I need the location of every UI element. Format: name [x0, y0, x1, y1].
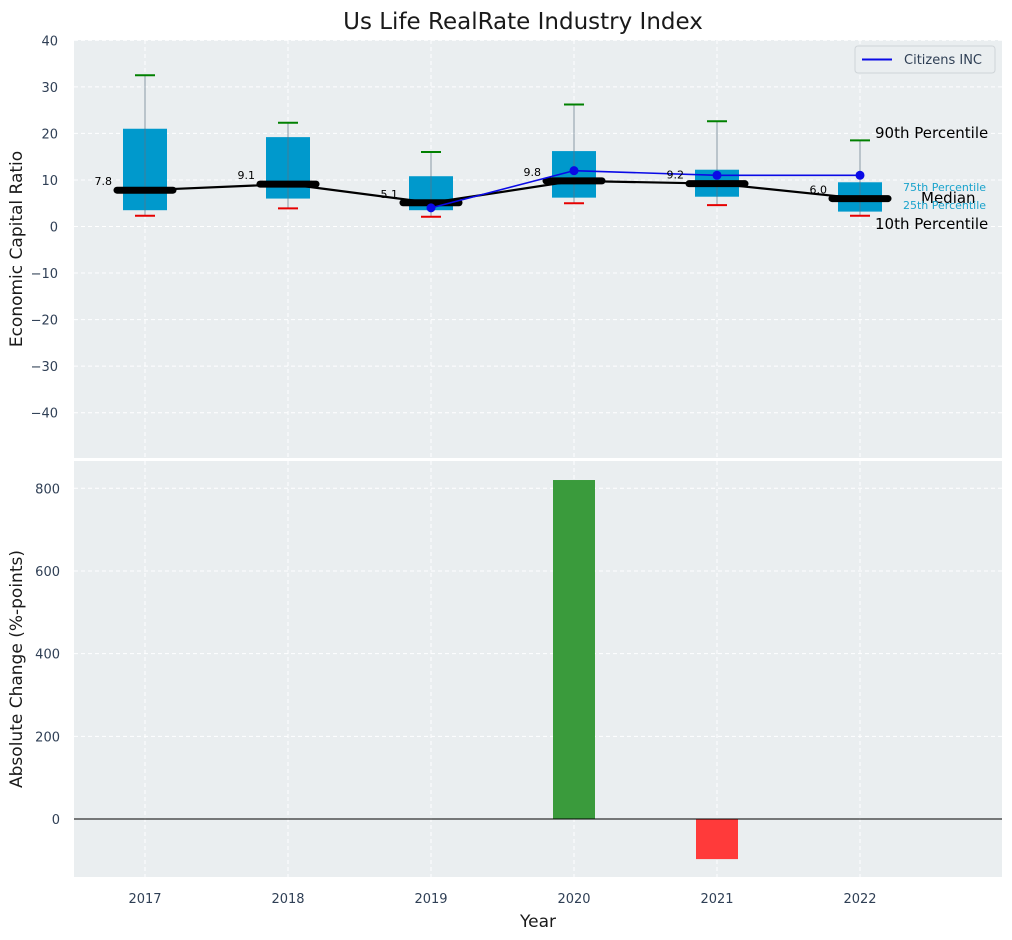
x-tick-label: 2019 — [414, 892, 447, 907]
legend-label-citizens-inc: Citizens INC — [904, 53, 982, 68]
percentile-annotations: 90th Percentile 75th Percentile Median 2… — [875, 124, 988, 233]
bottom-plot-background — [74, 461, 1002, 877]
top-y-tick-label: −20 — [31, 314, 58, 329]
legend-box — [854, 45, 996, 74]
top-y-tick-label: −40 — [31, 407, 58, 422]
top-plot-background — [74, 40, 1002, 458]
bottom-y-tick-labels: 800 600 400 200 0 — [35, 482, 60, 828]
annotation-90th-percentile: 90th Percentile — [875, 124, 988, 142]
x-tick-label: 2021 — [700, 892, 733, 907]
top-y-tick-labels: 40 30 20 10 0 −10 −20 −30 −40 — [31, 34, 58, 421]
citizens-inc-series — [426, 166, 865, 213]
annotation-10th-percentile: 10th Percentile — [875, 215, 988, 233]
median-value-labels: 7.8 9.1 5.1 9.8 9.2 6.0 — [95, 166, 828, 201]
legend: Citizens INC — [854, 45, 996, 74]
top-y-tick-label: −10 — [31, 267, 58, 282]
bottom-y-axis-label: Absolute Change (%-points) — [7, 550, 27, 788]
top-grid — [74, 39, 1002, 458]
citizens-inc-point — [712, 170, 722, 180]
median-line — [144, 179, 861, 204]
median-value-label: 6.0 — [810, 184, 828, 197]
bottom-y-tick-label: 800 — [35, 482, 60, 497]
x-tick-labels: 2017 2018 2019 2020 2021 2022 — [128, 892, 876, 907]
median-value-label: 5.1 — [381, 188, 399, 201]
median-value-label: 9.2 — [667, 169, 685, 182]
bottom-y-tick-label: 0 — [52, 813, 60, 828]
median-connecting-line — [144, 179, 861, 204]
annotation-75th-percentile: 75th Percentile — [903, 181, 986, 194]
median-value-label: 9.1 — [238, 169, 256, 182]
top-y-tick-label: 20 — [41, 127, 58, 142]
top-y-tick-label: 30 — [41, 81, 58, 96]
citizens-inc-line — [430, 169, 860, 209]
annotation-25th-percentile: 25th Percentile — [903, 199, 986, 212]
change-bar — [696, 819, 738, 860]
change-bar — [553, 480, 595, 819]
citizens-inc-point — [569, 166, 579, 176]
top-y-tick-label: 10 — [41, 174, 58, 189]
bottom-y-tick-label: 400 — [35, 648, 60, 663]
median-value-label: 9.8 — [524, 166, 542, 179]
change-bars — [553, 480, 738, 860]
top-y-tick-label: −30 — [31, 360, 58, 375]
x-tick-label: 2020 — [557, 892, 590, 907]
bottom-y-tick-label: 200 — [35, 730, 60, 745]
median-value-label: 7.8 — [95, 175, 113, 188]
citizens-inc-point — [426, 203, 436, 213]
bottom-y-tick-label: 600 — [35, 565, 60, 580]
top-y-axis-label: Economic Capital Ratio — [7, 151, 27, 347]
x-tick-label: 2018 — [271, 892, 304, 907]
annotation-median: Median — [921, 189, 976, 207]
top-y-tick-label: 40 — [41, 34, 58, 49]
top-y-tick-label: 0 — [50, 221, 58, 236]
chart-title: Us Life RealRate Industry Index — [343, 9, 703, 35]
x-tick-label: 2017 — [128, 892, 161, 907]
citizens-inc-point — [855, 170, 865, 180]
x-tick-label: 2022 — [843, 892, 876, 907]
x-axis-label: Year — [519, 912, 556, 932]
